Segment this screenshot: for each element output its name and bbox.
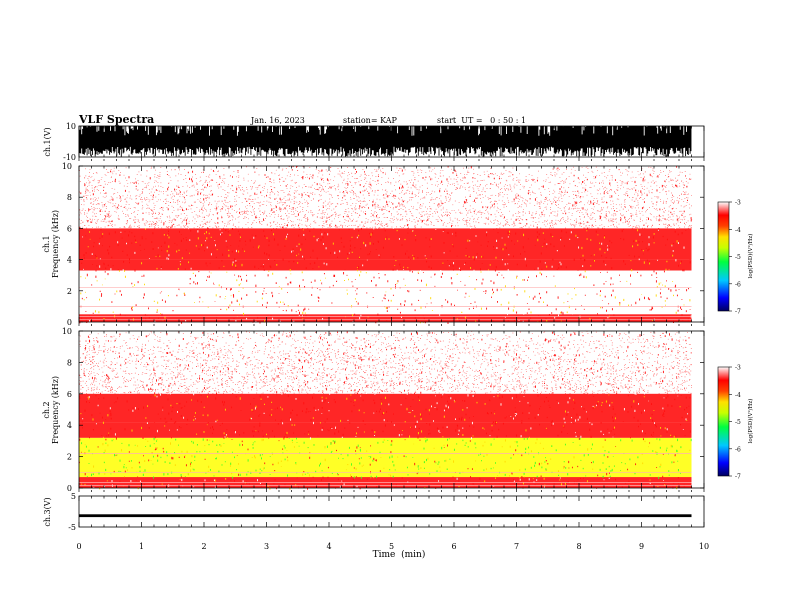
x-tick-label: 6 bbox=[451, 542, 456, 551]
ch1-waveform-y-tick-label: -10 bbox=[63, 153, 76, 162]
ch2-colorbar-tick-label: -4 bbox=[735, 392, 741, 399]
ch2-spectrogram-intensity-band bbox=[79, 422, 692, 438]
ch1-colorbar-gradient bbox=[717, 201, 730, 312]
ch1-panel-label: ch.1 bbox=[42, 235, 51, 252]
ch1-spectrogram-intensity-band bbox=[79, 228, 692, 260]
ch1-spectrogram-intensity-band bbox=[79, 259, 692, 271]
ch1-spectrogram-intensity-band bbox=[79, 303, 692, 315]
ch3-waveform-ylabel: ch.3(V) bbox=[43, 497, 52, 526]
x-tick-path bbox=[78, 126, 705, 527]
ch1-spectrogram-y-tick-label: 4 bbox=[67, 256, 72, 265]
x-tick-label: 2 bbox=[201, 542, 206, 551]
x-tick-label: 9 bbox=[639, 542, 644, 551]
ch2-panel-label: ch.2 bbox=[42, 401, 51, 418]
ch2-spectrogram-y-tick-label: 10 bbox=[62, 327, 72, 336]
ch2-colorbar-tick-label: -7 bbox=[735, 474, 741, 481]
ch1-spectrogram-panel: 0 2 4 6 8 10 bbox=[62, 162, 704, 327]
ch1-colorbar-tick-label: -3 bbox=[735, 200, 741, 207]
ch1-spectrogram-y-tick-label: 2 bbox=[67, 287, 72, 296]
ch2-spectrogram-y-tick-label: 2 bbox=[67, 453, 72, 462]
ch2-spectrogram-intensity-band bbox=[79, 437, 692, 478]
ch1-spectrogram-speckle-yellow bbox=[80, 228, 691, 324]
ch1-spectrogram-high-freq-speckle bbox=[79, 165, 693, 229]
figure-title: VLF Spectra bbox=[78, 113, 154, 126]
ch1-colorbar-label: log(PSD)(V²/Hz) bbox=[747, 234, 754, 279]
ch2-spectrogram-high-freq-speckle bbox=[79, 330, 692, 395]
ch1-colorbar-tick-label: -4 bbox=[735, 227, 741, 234]
header-station: station= KAP bbox=[343, 116, 398, 125]
ch1-waveform-trace bbox=[78, 126, 692, 157]
ch1-waveform-y-tick-label: 10 bbox=[66, 122, 76, 131]
x-tick-label: 7 bbox=[514, 542, 519, 551]
ch1-frequency-ylabel: Frequency (kHz) bbox=[51, 210, 60, 278]
ch1-waveform-ylabel: ch.1(V) bbox=[43, 127, 52, 156]
ch1-spectrogram-y-tick-label: 0 bbox=[67, 318, 72, 327]
ch3-waveform-trace bbox=[79, 514, 692, 518]
ch2-spectrogram-panel: 0 2 4 6 8 10 bbox=[62, 327, 704, 493]
ch1-colorbar: -3 -4 -5 -6 -7 log(PSD)(V²/Hz) bbox=[717, 200, 754, 316]
ch1-spectrogram-intensity-band bbox=[79, 314, 692, 322]
ch1-spectrogram-y-tick-label: 6 bbox=[67, 224, 72, 233]
x-tick-label: 10 bbox=[699, 542, 709, 551]
header-start-ut: start UT = 0 : 50 : 1 bbox=[437, 116, 526, 125]
ch2-spectrogram-speckle-white bbox=[78, 331, 692, 490]
ch3-waveform-y-tick-label: 5 bbox=[71, 492, 76, 501]
ch2-colorbar-label: log(PSD)(V²/Hz) bbox=[747, 399, 754, 444]
ch2-spectrogram-y-tick-label: 4 bbox=[67, 421, 72, 430]
ch2-spectrogram-y-tick-label: 6 bbox=[67, 390, 72, 399]
header-date: Jan. 16, 2023 bbox=[250, 116, 305, 125]
x-tick-label: 4 bbox=[326, 542, 331, 551]
ch2-colorbar: -3 -4 -5 -6 -7 log(PSD)(V²/Hz) bbox=[717, 365, 754, 481]
ch2-colorbar-gradient bbox=[717, 366, 730, 477]
ch1-colorbar-tick-label: -7 bbox=[735, 309, 741, 316]
ch2-colorbar-tick-label: -5 bbox=[735, 419, 741, 426]
ch2-frequency-ylabel: Frequency (kHz) bbox=[51, 376, 60, 444]
ch1-spectrogram-y-tick-label: 8 bbox=[67, 193, 72, 202]
x-tick-label: 8 bbox=[576, 542, 581, 551]
ch1-spectrogram-intensity-band bbox=[79, 270, 692, 304]
ch1-spectrogram-speckle-red bbox=[79, 166, 692, 324]
x-tick-label: 5 bbox=[389, 542, 394, 551]
ch1-colorbar-tick-label: -5 bbox=[735, 254, 741, 261]
ch3-waveform-panel: 5 -5 0 1 2 3 4 5 6 7 8 9 10 bbox=[68, 492, 709, 551]
ch2-colorbar-tick-label: -6 bbox=[735, 446, 741, 453]
x-axis-label: Time (min) bbox=[373, 549, 426, 560]
ch2-spectrogram-speckle-yellow bbox=[78, 394, 691, 490]
x-tick-label: 1 bbox=[139, 542, 144, 551]
ch1-spectrogram-y-tick-label: 10 bbox=[62, 162, 72, 171]
ch2-spectrogram-y-tick-label: 8 bbox=[67, 358, 72, 367]
ch1-waveform-panel: 10 -10 bbox=[63, 122, 692, 162]
ch2-spectrogram-y-tick-label: 0 bbox=[67, 484, 72, 493]
x-tick-label: 3 bbox=[264, 542, 269, 551]
ch3-waveform-y-tick-label: -5 bbox=[68, 523, 76, 532]
x-tick-marks bbox=[78, 126, 705, 527]
ch2-colorbar-tick-label: -3 bbox=[735, 365, 741, 372]
ch1-colorbar-tick-label: -6 bbox=[735, 281, 741, 288]
x-tick-label: 0 bbox=[76, 542, 81, 551]
